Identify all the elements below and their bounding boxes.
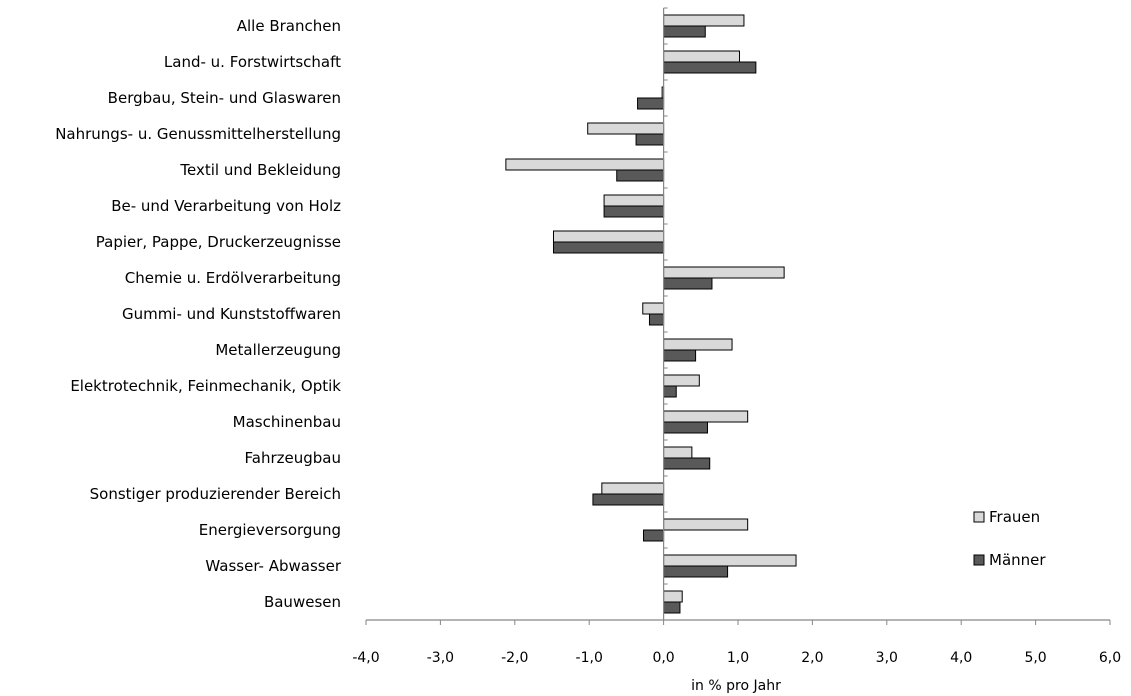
bar-frauen (603, 194, 665, 207)
bar-maenner (663, 601, 681, 614)
bar-frauen (663, 446, 693, 459)
category-label: Land- u. Forstwirtschaft (164, 53, 341, 71)
bar-frauen (663, 554, 797, 567)
bars-layer (505, 14, 797, 614)
bar-maenner (663, 25, 706, 38)
bar-maenner (663, 349, 697, 362)
category-label: Textil und Bekleidung (179, 161, 341, 179)
category-label: Metallerzeugung (215, 341, 341, 359)
category-label: Gummi- und Kunststoffwaren (122, 305, 341, 323)
category-label: Bergbau, Stein- und Glaswaren (108, 89, 341, 107)
x-tick-label: 0,0 (652, 650, 674, 666)
bar-maenner (663, 61, 757, 74)
category-label: Nahrungs- u. Genussmittelherstellung (55, 125, 341, 143)
bar-frauen (663, 338, 733, 351)
x-tick-label: 3,0 (876, 650, 898, 666)
bar-maenner (663, 457, 711, 470)
x-tick-label: -1,0 (576, 650, 603, 666)
category-label: Elektrotechnik, Feinmechanik, Optik (70, 377, 341, 395)
bar-frauen (663, 518, 749, 531)
category-label: Chemie u. Erdölverarbeitung (125, 269, 341, 287)
category-label: Fahrzeugbau (245, 449, 341, 467)
bar-frauen (642, 302, 665, 315)
legend-swatch-maenner (973, 554, 985, 566)
x-tick-label: 6,0 (1099, 650, 1121, 666)
x-tick-label: 1,0 (727, 650, 749, 666)
bar-maenner (648, 313, 665, 326)
bar-frauen (552, 230, 665, 243)
bar-frauen (663, 590, 683, 603)
bar-maenner (637, 97, 665, 110)
legend-label-maenner: Männer (989, 551, 1046, 569)
bar-frauen (587, 122, 665, 135)
axes-layer (365, 7, 1111, 625)
bar-frauen (505, 158, 665, 171)
x-tick-label: -4,0 (352, 650, 379, 666)
bar-frauen (663, 266, 785, 279)
bar-maenner (643, 529, 665, 542)
labels-layer: Alle Branchen Land- u. Forstwirtschaft Ber… (55, 17, 1121, 666)
category-label: Sonstiger produzierender Bereich (90, 485, 341, 503)
bar-frauen (663, 50, 740, 63)
bar-maenner (663, 277, 713, 290)
bar-maenner (635, 133, 665, 146)
category-label: Papier, Pappe, Druckerzeugnisse (96, 233, 341, 251)
category-label: Be- und Verarbeitung von Holz (111, 197, 341, 215)
bar-maenner (663, 421, 708, 434)
bar-maenner (616, 169, 665, 182)
x-tick-label: 2,0 (801, 650, 823, 666)
bar-frauen (601, 482, 665, 495)
legend-label-frauen: Frauen (989, 508, 1040, 526)
bar-frauen (663, 14, 745, 27)
category-label: Bauwesen (264, 593, 341, 611)
category-label: Energieversorgung (199, 521, 341, 539)
x-tick-label: 4,0 (950, 650, 972, 666)
bar-maenner (603, 205, 665, 218)
bar-maenner (663, 565, 729, 578)
bar-frauen (663, 410, 749, 423)
x-tick-label: 5,0 (1024, 650, 1046, 666)
x-tick-label: -2,0 (501, 650, 528, 666)
bar-frauen (663, 374, 700, 387)
category-label: Wasser- Abwasser (205, 557, 341, 575)
legend-swatch-frauen (973, 511, 985, 523)
bar-maenner (552, 241, 665, 254)
legend: Frauen Männer (973, 508, 1046, 569)
bar-maenner (592, 493, 665, 506)
bar-maenner (663, 385, 677, 398)
x-tick-label: -3,0 (427, 650, 454, 666)
category-label: Alle Branchen (237, 17, 341, 35)
category-label: Maschinenbau (233, 413, 341, 431)
x-axis-title: in % pro Jahr (691, 678, 781, 694)
